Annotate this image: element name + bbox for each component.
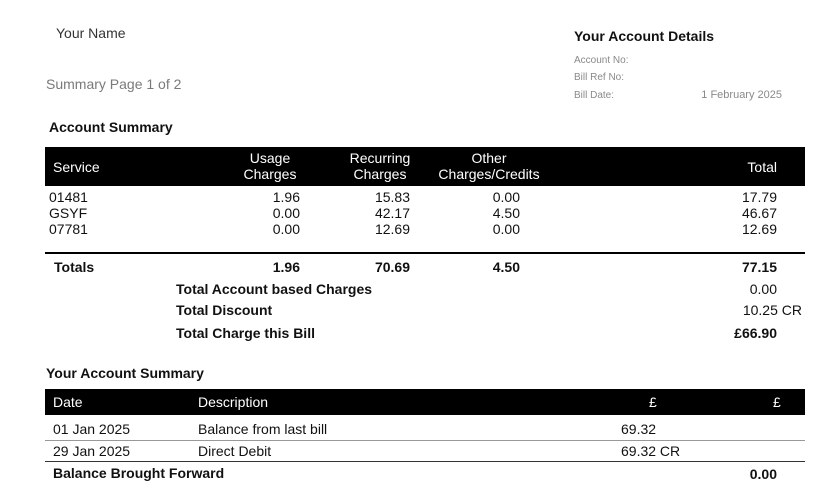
- totals-label: Totals: [54, 259, 95, 275]
- totals-other: 4.50: [492, 259, 520, 275]
- col-service: Service: [53, 159, 100, 175]
- stmt-date: 01 Jan 2025: [53, 421, 131, 437]
- stmt-description: Balance from last bill: [198, 421, 328, 437]
- bill-ref-label: Bill Ref No:: [574, 72, 625, 83]
- col-usage-line2: Charges: [243, 166, 297, 182]
- col-other-line1: Other: [471, 150, 507, 166]
- col-amount: £: [649, 394, 657, 410]
- row-usage: 0.00: [272, 221, 300, 237]
- col-recurring-line1: Recurring: [349, 150, 411, 166]
- bill-date-label: Bill Date:: [574, 90, 615, 101]
- account-details-title: Your Account Details: [574, 28, 715, 44]
- row-divider: [45, 440, 805, 441]
- bill-date-value: 1 February 2025: [701, 89, 782, 101]
- col-total: Total: [747, 159, 777, 175]
- row-service: GSYF: [49, 205, 88, 221]
- row-other: 0.00: [492, 189, 520, 205]
- service-table-header: Service Usage Charges Recurring Charges …: [45, 147, 805, 186]
- account-based-charges-label: Total Account based Charges: [176, 281, 373, 297]
- account-no-label: Account No:: [574, 55, 629, 66]
- row-total: 12.69: [741, 221, 777, 237]
- account-based-charges-value: 0.00: [749, 281, 777, 297]
- account-summary-title: Account Summary: [49, 119, 173, 135]
- row-usage: 1.96: [272, 189, 300, 205]
- statement-table-header: Date Description £ £: [45, 389, 805, 415]
- row-recurring: 12.69: [374, 221, 410, 237]
- totals-recurring: 70.69: [374, 259, 410, 275]
- totals-usage: 1.96: [272, 259, 300, 275]
- balance-brought-forward-value: 0.00: [749, 466, 777, 482]
- customer-name: Your Name: [56, 25, 126, 41]
- totals-divider: [45, 252, 805, 254]
- row-total: 46.67: [741, 205, 777, 221]
- row-total: 17.79: [741, 189, 777, 205]
- col-balance: £: [773, 394, 781, 410]
- row-divider: [45, 461, 805, 462]
- col-usage-line1: Usage: [249, 150, 291, 166]
- row-service: 01481: [49, 189, 88, 205]
- col-date: Date: [53, 394, 83, 410]
- summary-page-indicator: Summary Page 1 of 2: [46, 76, 182, 92]
- balance-brought-forward-label: Balance Brought Forward: [53, 465, 225, 481]
- stmt-amount: 69.32 CR: [621, 443, 681, 459]
- col-description: Description: [198, 394, 269, 410]
- total-discount-label: Total Discount: [176, 302, 273, 318]
- your-account-summary-title: Your Account Summary: [46, 365, 204, 381]
- total-charge-label: Total Charge this Bill: [176, 325, 315, 341]
- stmt-date: 29 Jan 2025: [53, 443, 131, 459]
- stmt-description: Direct Debit: [198, 443, 272, 459]
- row-other: 4.50: [492, 205, 520, 221]
- row-usage: 0.00: [272, 205, 300, 221]
- col-recurring-line2: Charges: [353, 166, 407, 182]
- col-other-line2: Charges/Credits: [438, 166, 540, 182]
- row-recurring: 42.17: [374, 205, 410, 221]
- stmt-amount: 69.32: [621, 421, 657, 437]
- total-discount-value: 10.25 CR: [742, 302, 802, 318]
- totals-total: 77.15: [741, 259, 777, 275]
- total-charge-value: £66.90: [734, 325, 777, 341]
- row-recurring: 15.83: [374, 189, 410, 205]
- row-other: 0.00: [492, 221, 520, 237]
- row-service: 07781: [49, 221, 88, 237]
